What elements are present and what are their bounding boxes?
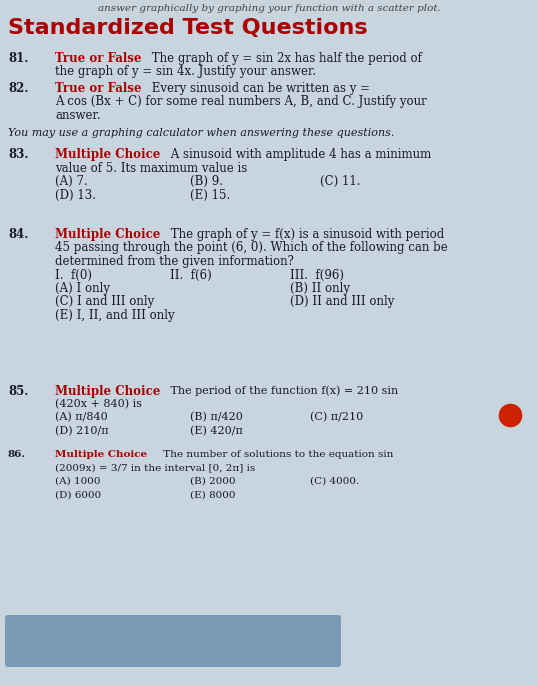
Text: (E) 8000: (E) 8000 <box>190 490 236 499</box>
Text: 83.: 83. <box>8 148 29 161</box>
Text: (420x + 840) is: (420x + 840) is <box>55 399 142 409</box>
Text: (B) π/420: (B) π/420 <box>190 412 243 423</box>
Text: A sinusoid with amplitude 4 has a minimum: A sinusoid with amplitude 4 has a minimu… <box>167 148 431 161</box>
Text: (B) 9.: (B) 9. <box>190 175 223 188</box>
Text: 45 passing through the point (6, 0). Which of the following can be: 45 passing through the point (6, 0). Whi… <box>55 241 448 255</box>
Text: 84.: 84. <box>8 228 29 241</box>
Text: (A) I only: (A) I only <box>55 282 110 295</box>
Text: (A) 1000: (A) 1000 <box>55 477 101 486</box>
Text: (D) II and III only: (D) II and III only <box>290 296 394 309</box>
Text: You may use a graphing calculator when answering these questions.: You may use a graphing calculator when a… <box>8 128 394 138</box>
Text: (E) I, II, and III only: (E) I, II, and III only <box>55 309 175 322</box>
Text: Multiple Choice: Multiple Choice <box>55 450 147 459</box>
Text: value of 5. Its maximum value is: value of 5. Its maximum value is <box>55 161 247 174</box>
Text: Multiple Choice: Multiple Choice <box>55 385 160 398</box>
Text: 86.: 86. <box>8 450 26 459</box>
Text: (C) 11.: (C) 11. <box>320 175 360 188</box>
Text: 85.: 85. <box>8 385 29 398</box>
FancyBboxPatch shape <box>5 615 341 667</box>
Text: Standardized Test Questions: Standardized Test Questions <box>8 18 367 38</box>
Text: III.  f(96): III. f(96) <box>290 268 344 281</box>
Text: (C) π/210: (C) π/210 <box>310 412 363 423</box>
Text: True or False: True or False <box>55 52 141 65</box>
Text: determined from the given information?: determined from the given information? <box>55 255 294 268</box>
Text: I.  f(0): I. f(0) <box>55 268 92 281</box>
Text: (2009x) = 3/7 in the interval [0, 2π] is: (2009x) = 3/7 in the interval [0, 2π] is <box>55 464 255 473</box>
Text: II.  f(6): II. f(6) <box>170 268 212 281</box>
Text: (E) 15.: (E) 15. <box>190 189 230 202</box>
Text: (D) 210/π: (D) 210/π <box>55 425 109 436</box>
Text: (D) 6000: (D) 6000 <box>55 490 101 499</box>
Text: (C) 4000.: (C) 4000. <box>310 477 359 486</box>
Text: (B) II only: (B) II only <box>290 282 350 295</box>
Text: answer graphically by graphing your function with a scatter plot.: answer graphically by graphing your func… <box>97 4 441 13</box>
Text: the graph of y = sin 4x. Justify your answer.: the graph of y = sin 4x. Justify your an… <box>55 65 316 78</box>
Text: Multiple Choice: Multiple Choice <box>55 148 160 161</box>
Text: Multiple Choice: Multiple Choice <box>55 228 160 241</box>
Text: −: − <box>60 626 81 650</box>
Text: (B) 2000: (B) 2000 <box>190 477 236 486</box>
Text: (A) π/840: (A) π/840 <box>55 412 108 423</box>
Text: Every sinusoid can be written as y =: Every sinusoid can be written as y = <box>148 82 370 95</box>
Text: (A) 7.: (A) 7. <box>55 175 88 188</box>
Text: True or False: True or False <box>55 82 141 95</box>
Text: answer.: answer. <box>55 109 101 122</box>
Text: 82.: 82. <box>8 82 29 95</box>
Text: +: + <box>265 626 286 650</box>
Text: 81.: 81. <box>8 52 29 65</box>
Text: (C) I and III only: (C) I and III only <box>55 296 154 309</box>
Text: A cos (Bx + C) for some real numbers A, B, and C. Justify your: A cos (Bx + C) for some real numbers A, … <box>55 95 427 108</box>
Text: Q: Q <box>165 627 181 645</box>
Text: The period of the function f(x) = 210 sin: The period of the function f(x) = 210 si… <box>167 385 398 396</box>
Text: The number of solutions to the equation sin: The number of solutions to the equation … <box>160 450 393 459</box>
Text: (D) 13.: (D) 13. <box>55 189 96 202</box>
Text: The graph of y = f(x) is a sinusoid with period: The graph of y = f(x) is a sinusoid with… <box>167 228 444 241</box>
Text: (E) 420/π: (E) 420/π <box>190 425 243 436</box>
Text: The graph of y = sin 2x has half the period of: The graph of y = sin 2x has half the per… <box>148 52 422 65</box>
